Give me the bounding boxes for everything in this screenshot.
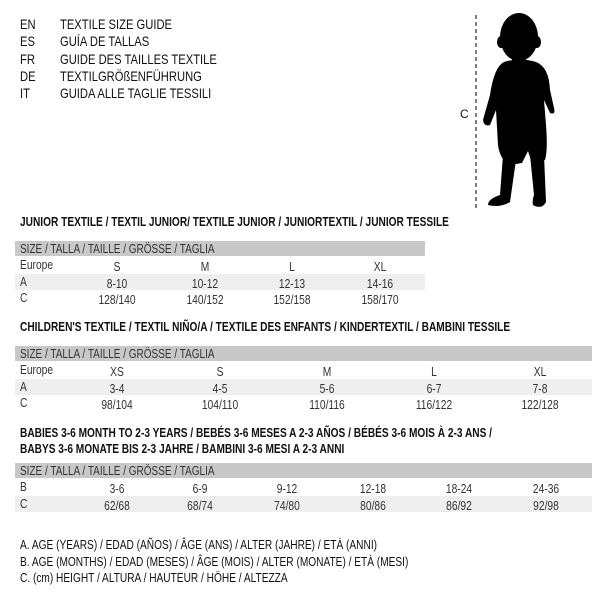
table-cell: 12-13 (278, 276, 306, 291)
row-label: C (20, 291, 28, 305)
table-cell: 152/158 (273, 293, 311, 307)
language-code: EN (20, 16, 36, 32)
child-silhouette-icon (475, 13, 555, 211)
table-cell: 5-6 (319, 381, 335, 396)
legend-item: C. (cm) HEIGHT / ALTURA / HAUTEUR / HÖHE… (20, 570, 288, 585)
size-header-band (15, 346, 592, 361)
table-cell: 68/74 (187, 498, 213, 513)
table-cell: 122/128 (521, 398, 559, 412)
guide-title: TEXTILGRÖßENFÜHRUNG (60, 67, 202, 84)
row-label: Europe (20, 258, 54, 272)
section-title: JUNIOR TEXTILE / TEXTIL JUNIOR/ TEXTILE … (20, 214, 449, 229)
table-cell: 158/170 (361, 293, 399, 307)
section-title: BABYS 3-6 MONATE BIS 2-3 JAHRE / BAMBINI… (20, 441, 345, 456)
table-cell: XS (110, 365, 124, 379)
legend-item: A. AGE (YEARS) / EDAD (AÑOS) / ÂGE (ANS)… (20, 537, 378, 552)
size-header: SIZE / TALLA / TAILLE / GRÖSSE / TAGLIA (20, 347, 215, 361)
legend-item: B. AGE (MONTHS) / EDAD (MESES) / ÂGE (MO… (20, 553, 409, 569)
table-cell: 98/104 (101, 398, 133, 412)
size-header-band (15, 463, 592, 478)
table-cell: 80/86 (360, 498, 386, 513)
table-cell: 74/80 (274, 498, 300, 513)
table-cell: 116/122 (415, 398, 453, 412)
row-label: B (20, 480, 27, 494)
guide-title: GUÍA DE TALLAS (60, 33, 150, 50)
table-cell: L (431, 365, 437, 379)
table-cell: 18-24 (445, 482, 473, 496)
table-cell: 12-18 (359, 482, 387, 496)
table-cell: 3-4 (109, 381, 125, 396)
table-cell: 62/68 (104, 498, 130, 513)
height-label: C (460, 107, 469, 121)
table-cell: 92/98 (533, 498, 559, 513)
table-cell: 9-12 (276, 482, 298, 496)
table-cell: M (322, 365, 332, 379)
guide-title: TEXTILE SIZE GUIDE (60, 16, 173, 32)
row-shading (15, 495, 592, 512)
row-label: A (20, 274, 27, 289)
table-cell: 3-6 (109, 482, 125, 496)
guide-title: GUIDA ALLE TAGLIE TESSILI (60, 85, 212, 102)
table-cell: XL (373, 260, 387, 274)
table-cell: XL (533, 365, 547, 379)
table-cell: 14-16 (366, 276, 394, 291)
row-shading (15, 273, 425, 290)
table-cell: 110/116 (309, 398, 345, 412)
size-header: SIZE / TALLA / TAILLE / GRÖSSE / TAGLIA (20, 464, 215, 478)
size-header-band (15, 241, 425, 256)
table-cell: 128/140 (98, 293, 136, 307)
table-cell: 140/152 (186, 293, 224, 307)
table-cell: 86/92 (446, 498, 472, 513)
table-cell: S (113, 260, 121, 274)
table-cell: 6-7 (426, 381, 442, 396)
row-label: C (20, 396, 28, 410)
guide-title: GUIDE DES TAILLES TEXTILE (60, 50, 217, 67)
table-cell: 6-9 (192, 482, 208, 496)
row-label: A (20, 379, 27, 394)
language-code: FR (20, 50, 35, 67)
table-cell: S (216, 365, 224, 379)
row-label: C (20, 496, 28, 511)
table-cell: 10-12 (191, 276, 219, 291)
language-code: IT (20, 85, 30, 102)
table-cell: 7-8 (532, 381, 548, 396)
section-title: CHILDREN'S TEXTILE / TEXTIL NIÑO/A / TEX… (20, 319, 511, 334)
table-cell: 8-10 (106, 276, 128, 291)
table-cell: L (289, 260, 295, 274)
table-cell: M (200, 260, 210, 274)
language-code: ES (20, 33, 35, 50)
table-cell: 4-5 (212, 381, 228, 396)
table-cell: 104/110 (201, 398, 239, 412)
row-shading (15, 378, 592, 395)
row-label: Europe (20, 363, 54, 377)
size-header: SIZE / TALLA / TAILLE / GRÖSSE / TAGLIA (20, 242, 215, 256)
language-code: DE (20, 67, 36, 84)
section-title: BABIES 3-6 MONTH TO 2-3 YEARS / BEBÉS 3-… (20, 425, 492, 440)
table-cell: 24-36 (532, 482, 560, 496)
